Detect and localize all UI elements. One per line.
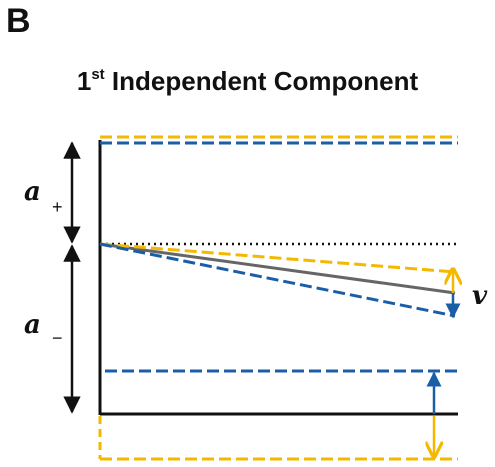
title-prefix: 1 — [76, 66, 92, 96]
title-rest: Independent Component — [104, 66, 419, 96]
v-symbol: v — [472, 281, 488, 311]
blue-slope-dashed-line — [99, 242, 456, 318]
a-plus-symbol: a — [24, 177, 41, 207]
title-superscript: st — [91, 66, 105, 83]
panel-label: B — [6, 2, 31, 40]
a-minus-symbol: a — [24, 310, 41, 340]
a-minus-subscript: − — [52, 328, 63, 348]
gray-slope-line — [99, 242, 456, 295]
a-plus-subscript: + — [52, 197, 63, 217]
yellow-slope-dashed-line — [99, 242, 456, 274]
diagram-title: 1st Independent Component — [0, 66, 495, 97]
